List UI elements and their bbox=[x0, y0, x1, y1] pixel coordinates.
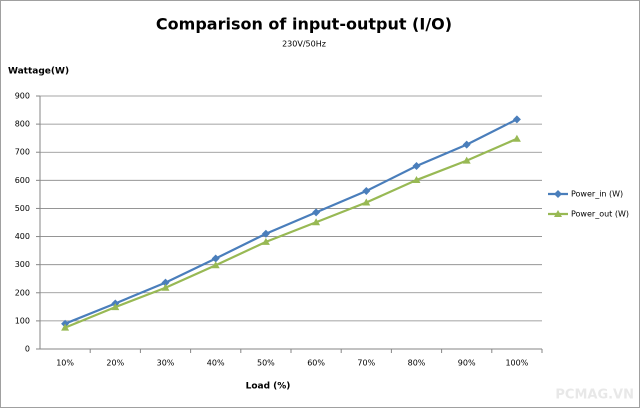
marker bbox=[462, 140, 471, 149]
x-tick-label: 90% bbox=[458, 359, 476, 368]
x-tick-label: 100% bbox=[505, 359, 528, 368]
y-tick-label: 900 bbox=[15, 92, 30, 101]
x-tick-label: 80% bbox=[408, 359, 426, 368]
x-tick-label: 50% bbox=[257, 359, 275, 368]
marker bbox=[362, 198, 371, 206]
marker bbox=[211, 254, 220, 263]
x-tick-label: 60% bbox=[307, 359, 325, 368]
y-axis-title: Wattage(W) bbox=[8, 67, 69, 77]
legend-marker bbox=[554, 190, 562, 198]
chart-subtitle: 230V/50Hz bbox=[282, 40, 326, 49]
watermark: PCMAG.VN bbox=[555, 388, 634, 403]
series-line bbox=[64, 118, 518, 325]
marker bbox=[412, 161, 421, 170]
marker bbox=[312, 208, 321, 217]
marker bbox=[211, 261, 220, 269]
marker bbox=[412, 176, 421, 184]
marker bbox=[261, 229, 270, 238]
series-line bbox=[64, 137, 518, 329]
x-tick-label: 70% bbox=[357, 359, 375, 368]
marker bbox=[111, 303, 120, 311]
x-tick-label: 20% bbox=[106, 359, 124, 368]
marker bbox=[261, 237, 270, 245]
marker bbox=[512, 115, 521, 124]
y-tick-label: 500 bbox=[15, 204, 30, 213]
y-tick-label: 400 bbox=[15, 232, 30, 241]
marker bbox=[362, 187, 371, 196]
y-tick-label: 100 bbox=[15, 316, 30, 325]
marker bbox=[312, 218, 321, 226]
y-tick-label: 300 bbox=[15, 260, 30, 269]
x-tick-label: 40% bbox=[207, 359, 225, 368]
x-axis-title: Load (%) bbox=[246, 382, 291, 392]
marker bbox=[161, 278, 170, 287]
legend-label: Power_in (W) bbox=[571, 190, 623, 199]
marker bbox=[161, 283, 170, 291]
legend-marker bbox=[554, 210, 562, 217]
x-tick-label: 10% bbox=[56, 359, 74, 368]
y-tick-label: 200 bbox=[15, 288, 30, 297]
y-tick-label: 800 bbox=[15, 120, 30, 129]
marker bbox=[462, 156, 471, 164]
x-tick-label: 30% bbox=[157, 359, 175, 368]
marker bbox=[512, 134, 521, 142]
legend-label: Power_out (W) bbox=[571, 210, 629, 219]
y-tick-label: 0 bbox=[25, 345, 30, 354]
marker bbox=[61, 323, 70, 331]
y-tick-label: 600 bbox=[15, 176, 30, 185]
y-tick-label: 700 bbox=[15, 148, 30, 157]
chart-title: Comparison of input-output (I/O) bbox=[156, 15, 452, 34]
